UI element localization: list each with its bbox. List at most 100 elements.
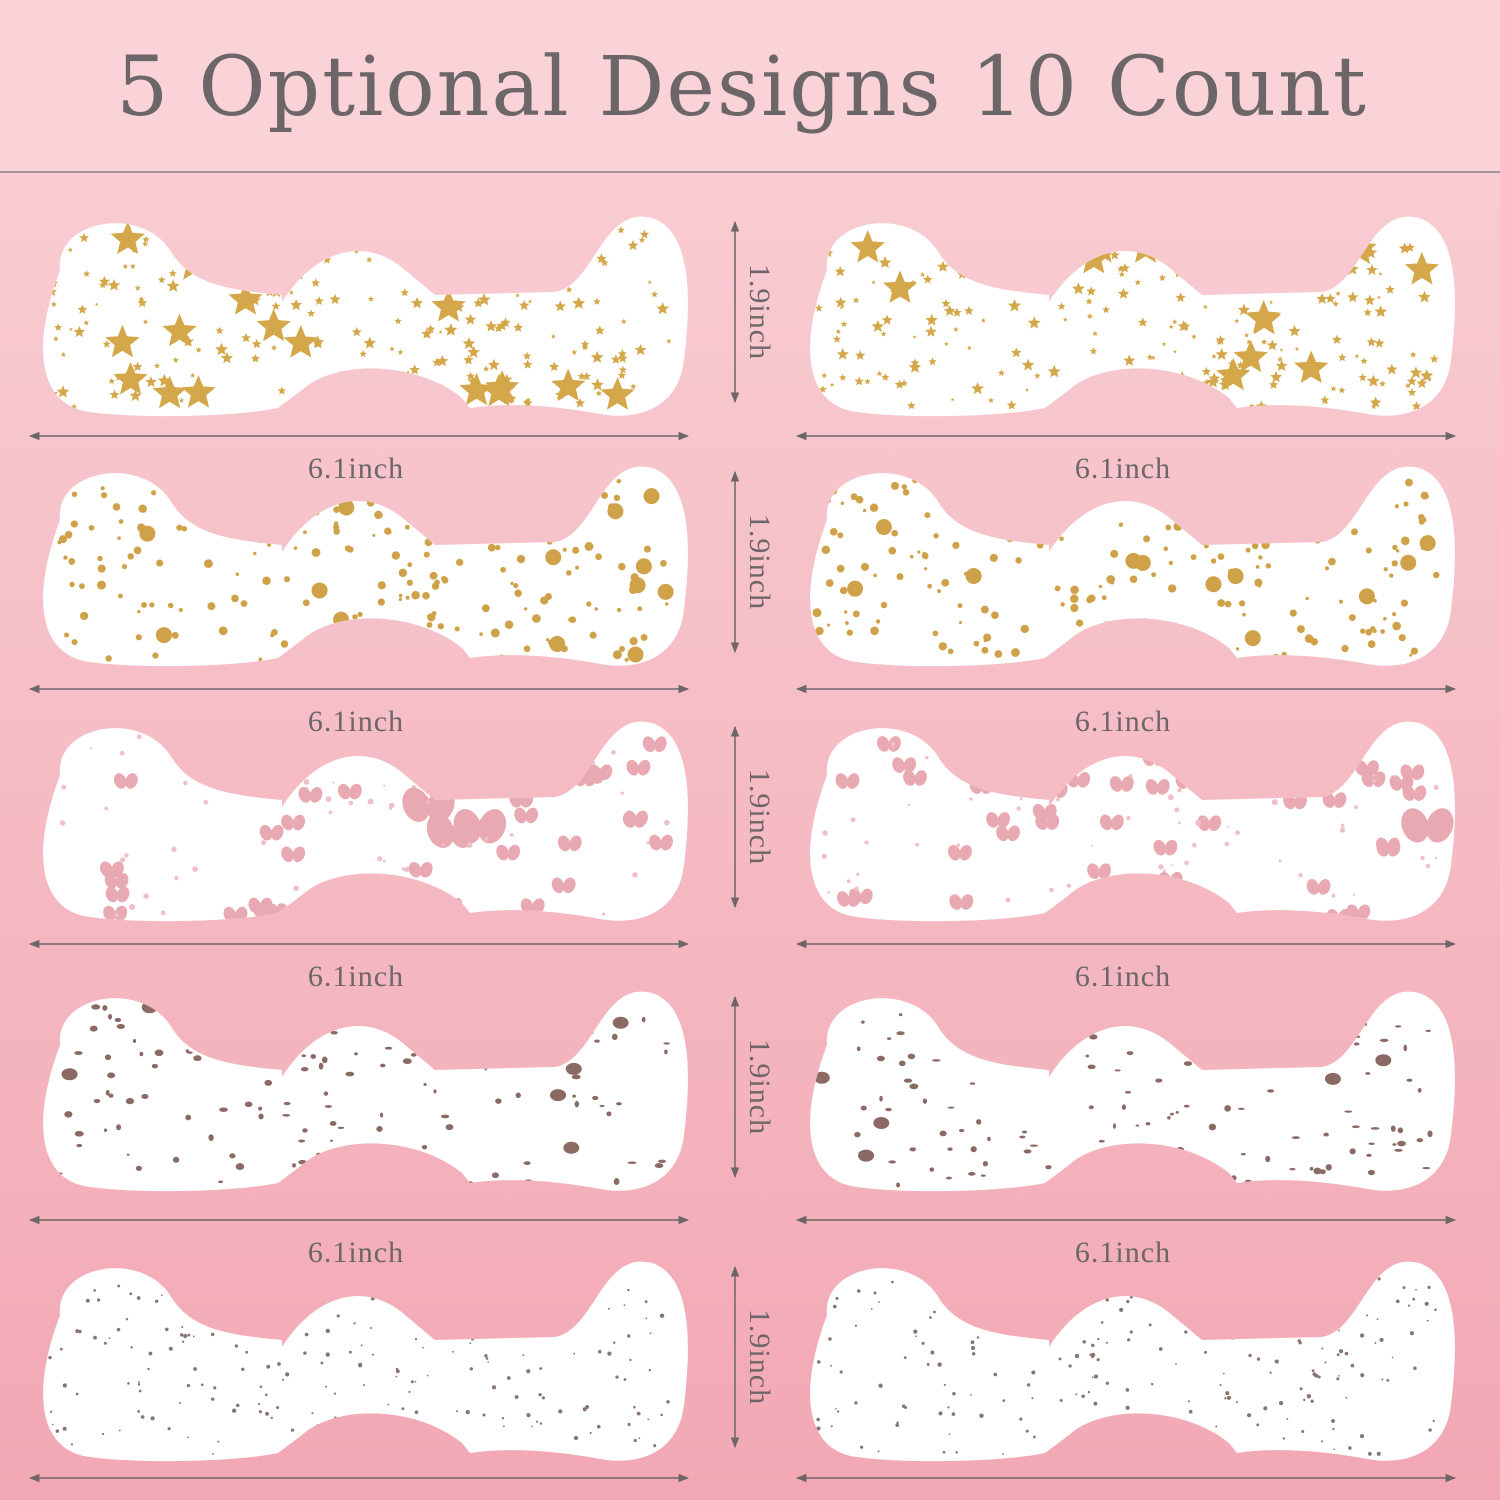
dot-decor: [659, 1313, 665, 1318]
butterfly-wing: [451, 813, 480, 848]
dot-decor: [585, 1405, 590, 1409]
star-decor: [389, 346, 395, 352]
freckle-decor: [1098, 1139, 1105, 1143]
star-decor: [1034, 372, 1041, 379]
dot-decor: [1119, 1307, 1124, 1312]
star-decor: [550, 333, 556, 339]
dot-decor: [933, 1310, 936, 1314]
star-decor: [941, 298, 951, 308]
dot-decor: [623, 1304, 626, 1306]
dot-decor: [1068, 1364, 1072, 1368]
star-decor: [83, 270, 91, 277]
star-decor: [502, 391, 515, 405]
dot-decor: [1105, 1298, 1109, 1302]
freckle-decor: [515, 1092, 521, 1099]
dot-decor: [648, 1369, 651, 1372]
heart-decor: [347, 546, 354, 553]
star-decor: [138, 296, 145, 303]
dot-decor: [1093, 1401, 1098, 1406]
dot-decor: [1332, 1427, 1335, 1431]
star-decor: [109, 389, 120, 399]
freckle-decor: [550, 1089, 567, 1102]
dot-decor: [509, 832, 514, 837]
heart-decor: [1395, 549, 1400, 553]
heart-decor: [1424, 494, 1429, 500]
dot-decor: [484, 836, 489, 841]
dot-decor: [1409, 1331, 1414, 1336]
freckle-decor: [922, 1098, 928, 1104]
freckle-decor: [929, 1167, 935, 1172]
freckle-decor: [1403, 1044, 1408, 1052]
star-decor: [572, 296, 586, 309]
heart-decor: [660, 559, 667, 567]
dot-decor: [1033, 1435, 1036, 1439]
heart-decor: [405, 595, 410, 600]
star-decor: [971, 382, 984, 395]
dot-decor: [1058, 1357, 1062, 1361]
star-decor: [1085, 297, 1093, 305]
star-decor: [1246, 339, 1252, 345]
star-decor: [277, 386, 287, 395]
freckle-decor: [945, 1176, 953, 1180]
dot-decor: [816, 1426, 821, 1431]
star-decor: [581, 344, 589, 351]
star-decor: [876, 370, 883, 377]
dot-decor: [1093, 1374, 1099, 1379]
dot-decor: [1184, 1330, 1188, 1334]
dot-decor: [891, 1280, 894, 1284]
heart-decor: [1372, 629, 1377, 634]
star-decor: [1168, 324, 1174, 329]
heart-decor: [283, 576, 291, 583]
dot-decor: [1331, 1419, 1335, 1423]
heart-decor: [1400, 599, 1409, 607]
dot-decor: [1413, 1366, 1417, 1370]
star-decor: [943, 341, 949, 346]
dot-decor: [234, 1344, 239, 1348]
heart-decor: [612, 650, 622, 660]
star-decor: [925, 313, 938, 326]
freckle-decor: [885, 1107, 892, 1112]
star-decor: [1233, 339, 1268, 373]
butterfly-wing: [100, 861, 113, 877]
freckle-decor: [1368, 1142, 1375, 1145]
heart-decor: [357, 611, 363, 617]
dot-decor: [1339, 827, 1346, 833]
star-decor: [1405, 382, 1411, 389]
dot-decor: [666, 1400, 670, 1404]
heart-decor: [479, 632, 483, 636]
dot-decor: [241, 1367, 245, 1372]
freckle-decor: [574, 1100, 580, 1108]
dot-decor: [1354, 805, 1359, 810]
butterfly-wing: [960, 894, 974, 910]
dot-decor: [647, 1418, 650, 1421]
heart-decor: [137, 609, 141, 614]
heart-decor: [1409, 653, 1413, 657]
width-label: 6.1inch: [1075, 960, 1171, 993]
heart-decor: [629, 637, 638, 646]
freckle-decor: [310, 1054, 317, 1059]
heart-decor: [377, 581, 386, 590]
heart-decor: [1418, 513, 1425, 521]
heart-decor: [112, 503, 121, 511]
freckle-decor: [1324, 1072, 1341, 1085]
dot-decor: [130, 1346, 133, 1349]
freckle-decor: [939, 1130, 947, 1137]
butterfly-wing: [986, 812, 999, 828]
star-decor: [840, 320, 848, 327]
dot-decor: [70, 1443, 74, 1446]
dot-decor: [277, 1362, 281, 1366]
freckle-decor: [193, 1055, 202, 1062]
star-decor: [1172, 319, 1178, 325]
butterfly-wing: [1098, 863, 1112, 879]
dot-decor: [179, 1333, 184, 1337]
star-decor: [400, 288, 409, 297]
heart-decor: [97, 564, 106, 573]
dot-decor: [165, 1327, 169, 1332]
butterfly-wing: [903, 770, 916, 786]
butterfly-wing: [116, 886, 130, 903]
star-decor: [852, 296, 860, 304]
butterfly-wing: [103, 905, 116, 922]
star-decor: [518, 299, 530, 311]
dot-decor: [89, 747, 93, 750]
